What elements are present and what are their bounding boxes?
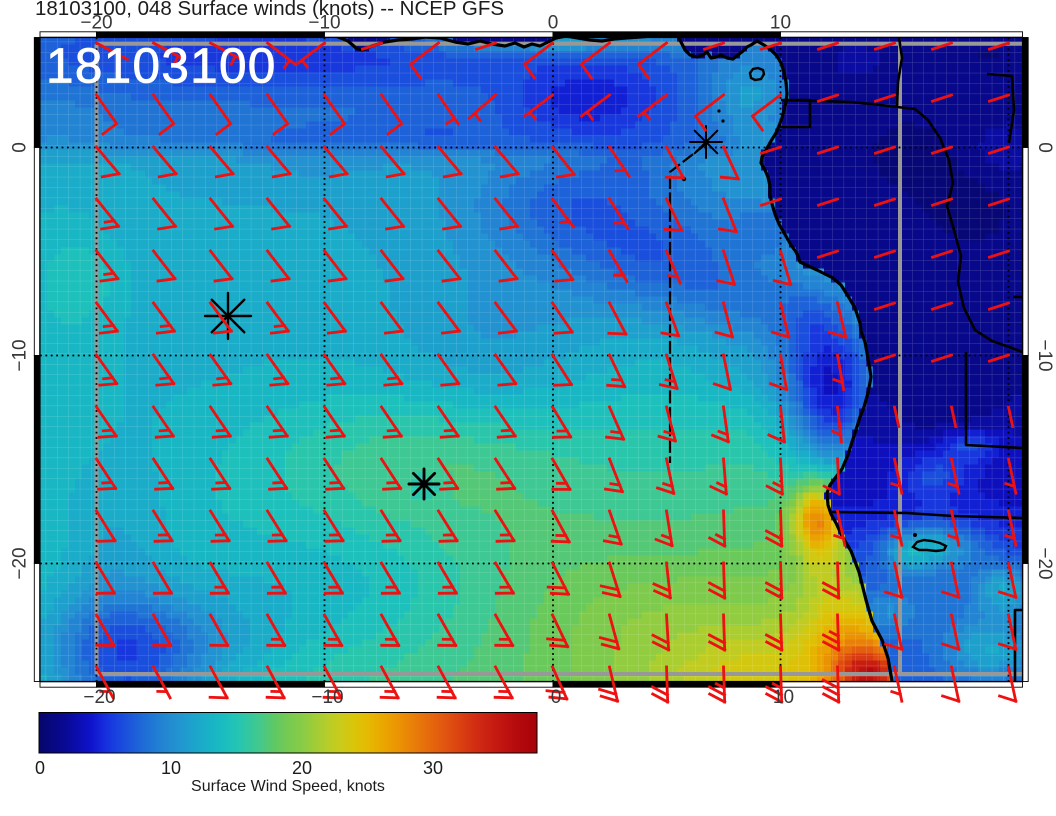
svg-text:−10: −10	[10, 339, 31, 371]
svg-text:18103100: 18103100	[46, 39, 277, 94]
svg-text:10: 10	[773, 687, 794, 708]
svg-text:−10: −10	[1034, 339, 1055, 371]
svg-text:0: 0	[1034, 142, 1055, 153]
svg-text:−20: −20	[80, 13, 112, 34]
svg-text:−10: −10	[308, 13, 340, 34]
svg-text:−20: −20	[1034, 547, 1055, 579]
svg-text:10: 10	[770, 13, 791, 34]
svg-text:−20: −20	[83, 687, 115, 708]
svg-text:30: 30	[423, 758, 443, 778]
svg-text:20: 20	[292, 758, 312, 778]
svg-text:−20: −20	[10, 547, 31, 579]
svg-text:−10: −10	[311, 687, 343, 708]
svg-text:0: 0	[10, 142, 31, 153]
svg-text:0: 0	[551, 687, 562, 708]
svg-text:Surface Wind Speed, knots: Surface Wind Speed, knots	[191, 778, 385, 795]
svg-text:0: 0	[548, 13, 559, 34]
svg-text:10: 10	[161, 758, 181, 778]
svg-text:0: 0	[35, 758, 45, 778]
svg-text:18103100, 048 Surface winds (k: 18103100, 048 Surface winds (knots) -- N…	[35, 0, 504, 20]
